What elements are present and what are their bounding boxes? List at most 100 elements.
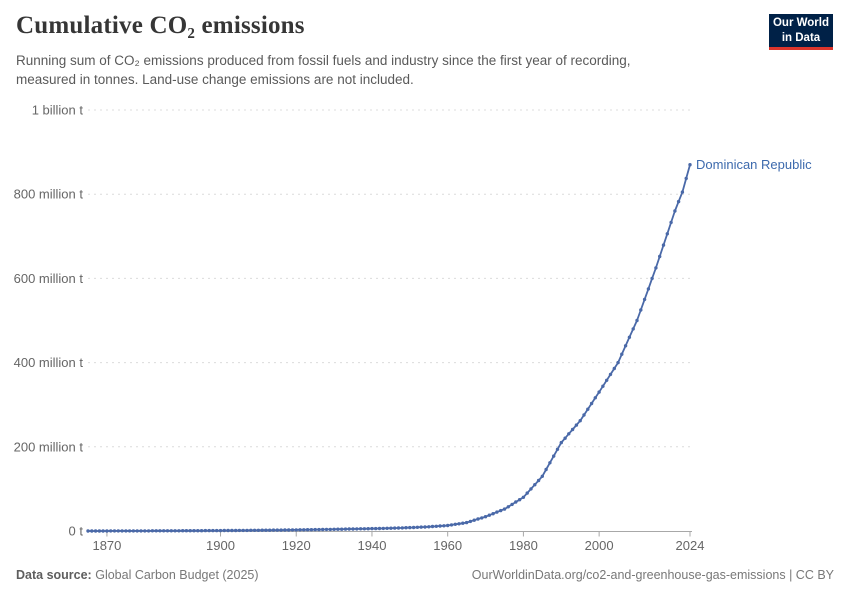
- data-point[interactable]: [143, 529, 147, 533]
- data-point[interactable]: [226, 528, 230, 533]
- data-point[interactable]: [453, 522, 457, 526]
- data-point[interactable]: [294, 528, 298, 532]
- data-point[interactable]: [552, 454, 556, 458]
- data-point[interactable]: [495, 510, 499, 514]
- data-point[interactable]: [612, 366, 616, 371]
- data-point[interactable]: [506, 505, 510, 509]
- data-point[interactable]: [548, 461, 552, 465]
- data-point[interactable]: [313, 527, 317, 532]
- data-point[interactable]: [464, 520, 469, 525]
- data-point[interactable]: [222, 528, 226, 533]
- data-point[interactable]: [669, 220, 673, 225]
- data-point[interactable]: [620, 352, 624, 356]
- data-point[interactable]: [608, 372, 613, 377]
- owid-logo[interactable]: Our World in Data: [769, 14, 833, 50]
- data-point[interactable]: [279, 528, 283, 532]
- data-point[interactable]: [97, 529, 102, 533]
- data-point[interactable]: [127, 529, 132, 533]
- data-point[interactable]: [245, 528, 249, 533]
- data-point[interactable]: [676, 199, 681, 204]
- data-point[interactable]: [355, 527, 359, 531]
- data-point[interactable]: [192, 529, 196, 533]
- data-point[interactable]: [188, 529, 192, 533]
- data-point[interactable]: [237, 528, 242, 533]
- data-point[interactable]: [351, 527, 355, 531]
- data-point[interactable]: [570, 427, 575, 432]
- data-point[interactable]: [684, 176, 688, 181]
- data-point[interactable]: [86, 529, 90, 533]
- data-point[interactable]: [124, 529, 128, 533]
- data-point[interactable]: [393, 526, 397, 530]
- data-point[interactable]: [321, 527, 325, 532]
- data-point[interactable]: [430, 524, 435, 529]
- data-point[interactable]: [521, 495, 526, 499]
- data-point[interactable]: [438, 524, 442, 528]
- data-point[interactable]: [411, 525, 416, 530]
- data-point[interactable]: [207, 528, 211, 533]
- data-point[interactable]: [112, 529, 117, 533]
- data-point[interactable]: [358, 527, 363, 531]
- data-point[interactable]: [109, 529, 113, 533]
- data-point[interactable]: [362, 527, 367, 531]
- data-point[interactable]: [408, 525, 412, 530]
- data-point[interactable]: [665, 232, 669, 236]
- data-point[interactable]: [646, 287, 651, 291]
- data-point[interactable]: [135, 529, 139, 533]
- data-point[interactable]: [688, 163, 692, 167]
- data-point[interactable]: [324, 527, 329, 532]
- data-point[interactable]: [366, 527, 370, 531]
- data-point[interactable]: [461, 521, 465, 525]
- data-point[interactable]: [298, 528, 302, 532]
- data-point[interactable]: [605, 378, 609, 382]
- data-point[interactable]: [249, 528, 253, 532]
- data-point[interactable]: [317, 527, 321, 532]
- data-point[interactable]: [199, 529, 204, 533]
- data-point[interactable]: [139, 529, 143, 533]
- credit-link[interactable]: OurWorldinData.org/co2-and-greenhouse-ga…: [471, 568, 834, 582]
- data-point[interactable]: [446, 523, 450, 528]
- data-point[interactable]: [211, 528, 215, 533]
- data-point[interactable]: [116, 529, 121, 533]
- data-point[interactable]: [434, 524, 438, 528]
- data-point[interactable]: [593, 396, 597, 400]
- data-point[interactable]: [480, 516, 484, 520]
- data-point[interactable]: [268, 528, 272, 532]
- data-point[interactable]: [252, 528, 257, 532]
- data-point[interactable]: [472, 518, 476, 522]
- data-point[interactable]: [120, 529, 124, 533]
- data-point[interactable]: [525, 491, 529, 495]
- data-point[interactable]: [536, 478, 541, 483]
- data-point[interactable]: [389, 526, 393, 530]
- data-point[interactable]: [169, 529, 173, 533]
- data-point[interactable]: [234, 528, 238, 533]
- data-point[interactable]: [374, 526, 378, 531]
- data-point[interactable]: [616, 360, 620, 365]
- data-point[interactable]: [680, 190, 685, 194]
- data-point[interactable]: [256, 528, 261, 532]
- data-point[interactable]: [385, 526, 389, 530]
- data-point[interactable]: [540, 474, 544, 478]
- data-point[interactable]: [162, 529, 166, 533]
- data-point[interactable]: [105, 529, 109, 533]
- data-point[interactable]: [165, 529, 170, 533]
- data-point[interactable]: [184, 529, 189, 533]
- data-point[interactable]: [275, 528, 279, 532]
- data-point[interactable]: [377, 526, 382, 531]
- data-point[interactable]: [483, 515, 488, 519]
- data-point[interactable]: [305, 528, 310, 532]
- data-point[interactable]: [476, 517, 480, 521]
- data-point[interactable]: [283, 528, 287, 532]
- data-point[interactable]: [642, 297, 647, 302]
- data-point[interactable]: [309, 528, 314, 532]
- data-point[interactable]: [336, 527, 340, 531]
- data-point[interactable]: [93, 529, 98, 533]
- data-point[interactable]: [529, 487, 533, 491]
- data-point[interactable]: [491, 512, 495, 516]
- data-point[interactable]: [90, 529, 94, 533]
- data-point[interactable]: [347, 527, 351, 531]
- data-point[interactable]: [499, 508, 503, 513]
- data-point[interactable]: [555, 447, 560, 451]
- data-point[interactable]: [567, 432, 571, 436]
- data-point[interactable]: [173, 529, 177, 533]
- data-point[interactable]: [631, 327, 635, 331]
